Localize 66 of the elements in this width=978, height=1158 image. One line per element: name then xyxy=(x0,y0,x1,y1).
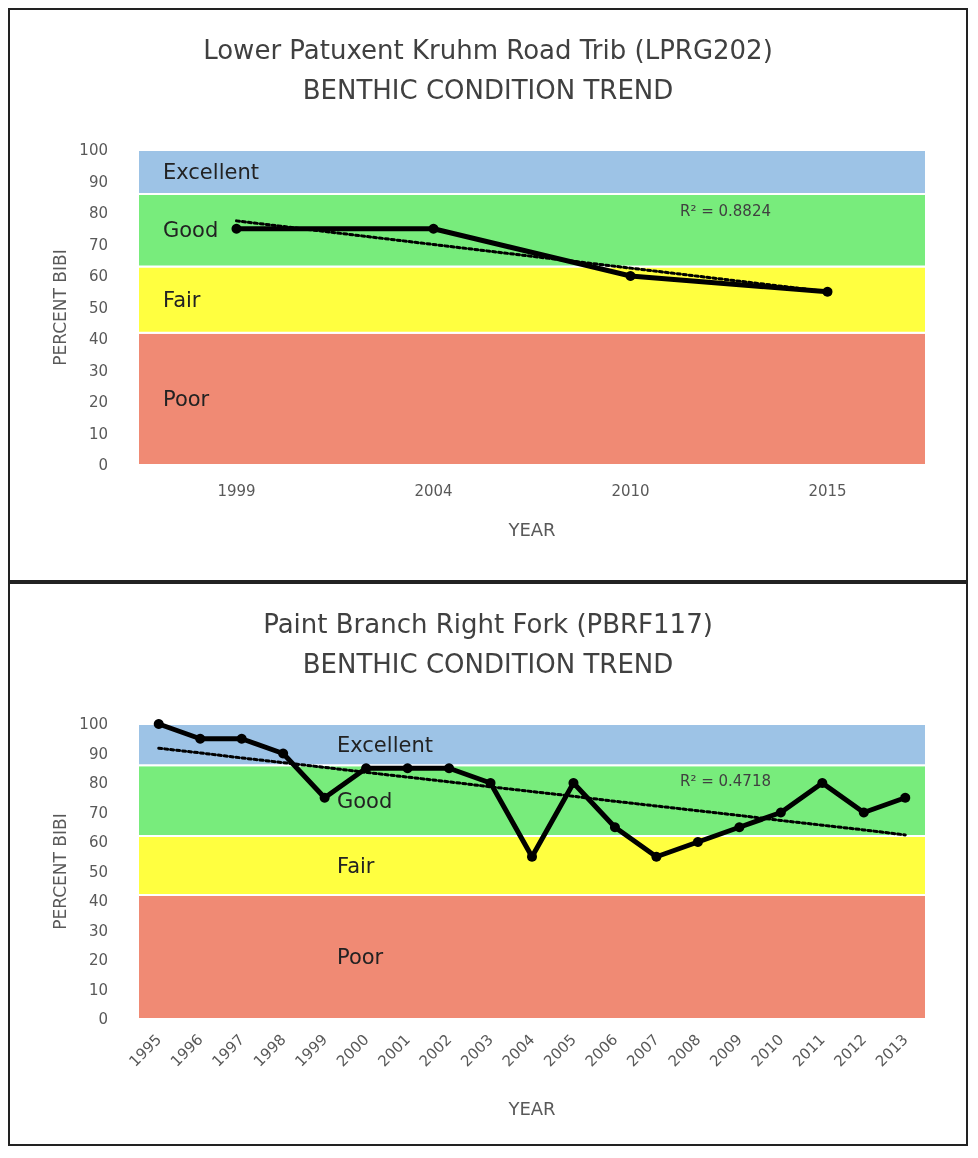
point xyxy=(485,778,496,788)
y-tick-label: 60 xyxy=(88,833,108,851)
y-tick-label: 20 xyxy=(88,951,108,969)
chart-subtitle: BENTHIC CONDITION TREND xyxy=(302,75,674,105)
point xyxy=(319,792,330,803)
y-axis-title: PERCENT BIBI xyxy=(49,249,70,366)
y-tick-label: 70 xyxy=(88,803,108,822)
y-tick-label: 50 xyxy=(88,862,108,881)
y-tick-label: 80 xyxy=(88,204,108,222)
point xyxy=(734,822,745,833)
point xyxy=(361,763,372,774)
chart-subtitle: BENTHIC CONDITION TREND xyxy=(302,649,674,679)
point xyxy=(625,271,636,281)
point xyxy=(153,719,164,729)
y-tick-label: 40 xyxy=(88,892,108,910)
band-label: Good xyxy=(163,218,219,243)
y-tick-label: 30 xyxy=(88,361,108,380)
y-tick-label: 0 xyxy=(98,1010,108,1028)
y-tick-label: 100 xyxy=(79,141,108,159)
y-tick-label: 90 xyxy=(88,172,108,191)
point xyxy=(858,807,869,818)
y-tick-label: 60 xyxy=(88,267,108,285)
band-label: Fair xyxy=(163,287,201,312)
y-axis-title: PERCENT BIBI xyxy=(49,813,70,930)
point xyxy=(428,223,439,234)
point xyxy=(609,822,620,833)
x-tick-label: 1999 xyxy=(217,481,256,500)
annotation: R² = 0.8824 xyxy=(679,201,772,220)
y-tick-label: 20 xyxy=(88,393,108,411)
y-tick-label: 10 xyxy=(88,980,108,999)
band-label: Excellent xyxy=(163,160,259,185)
y-tick-label: 70 xyxy=(88,235,108,254)
x-tick-label: 2010 xyxy=(611,481,650,500)
point xyxy=(692,837,703,847)
point xyxy=(278,748,289,759)
y-tick-label: 40 xyxy=(88,330,108,348)
point xyxy=(817,778,828,788)
point xyxy=(231,223,242,234)
y-tick-label: 10 xyxy=(88,424,108,443)
point xyxy=(195,733,206,744)
band-label: Excellent xyxy=(337,732,433,757)
band-label: Poor xyxy=(163,386,210,411)
x-tick-label: 2004 xyxy=(414,481,453,500)
band-label: Fair xyxy=(337,853,375,878)
y-tick-label: 30 xyxy=(88,921,108,940)
y-tick-label: 80 xyxy=(88,774,108,792)
y-tick-label: 0 xyxy=(98,456,108,474)
y-tick-label: 90 xyxy=(88,744,108,763)
point xyxy=(900,792,911,803)
point xyxy=(568,778,579,788)
x-axis-title: YEAR xyxy=(507,518,556,540)
y-tick-label: 100 xyxy=(79,715,108,733)
y-tick-label: 50 xyxy=(88,298,108,317)
point xyxy=(651,851,662,862)
band-label: Poor xyxy=(337,945,384,970)
point xyxy=(444,763,455,774)
point xyxy=(775,807,786,818)
point xyxy=(236,733,247,744)
chart-title: Lower Patuxent Kruhm Road Trib (LPRG202) xyxy=(203,35,773,65)
chart-title: Paint Branch Right Fork (PBRF117) xyxy=(263,609,713,639)
annotation: R² = 0.4718 xyxy=(679,771,772,790)
band-label: Good xyxy=(337,788,393,813)
x-axis-title: YEAR xyxy=(507,1097,556,1119)
x-tick-label: 2015 xyxy=(808,481,847,500)
point xyxy=(402,763,413,774)
point xyxy=(822,286,833,297)
